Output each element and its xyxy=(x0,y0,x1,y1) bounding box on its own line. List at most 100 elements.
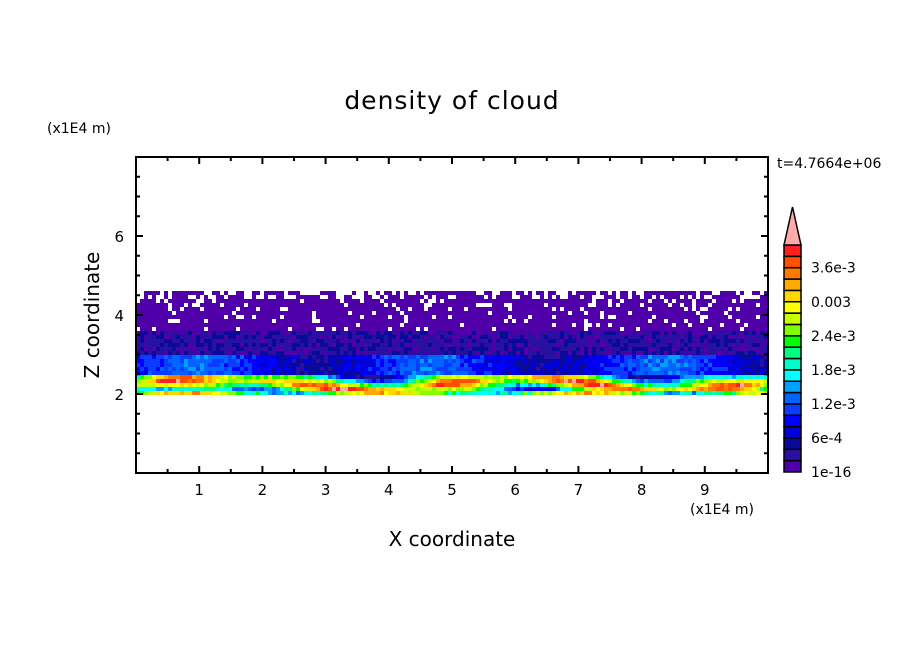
field-cell xyxy=(604,319,608,323)
field-cell xyxy=(524,363,528,367)
field-cell xyxy=(368,335,372,339)
field-cell xyxy=(656,307,660,311)
field-cell xyxy=(288,303,292,307)
field-cell xyxy=(388,367,392,371)
field-cell xyxy=(612,331,616,335)
field-cell xyxy=(372,367,376,371)
field-cell xyxy=(512,307,516,311)
field-cell xyxy=(572,387,576,391)
field-cell xyxy=(700,299,704,303)
field-cell xyxy=(256,379,260,383)
field-cell xyxy=(200,391,204,395)
field-cell xyxy=(632,367,636,371)
field-cell xyxy=(556,359,560,363)
field-cell xyxy=(484,335,488,339)
field-cell xyxy=(224,371,228,375)
field-cell xyxy=(136,311,140,315)
field-cell xyxy=(612,343,616,347)
field-cell xyxy=(156,379,160,383)
field-cell xyxy=(392,299,396,303)
field-cell xyxy=(644,319,648,323)
field-cell xyxy=(384,291,388,295)
field-cell xyxy=(208,363,212,367)
field-cell xyxy=(312,327,316,331)
field-cell xyxy=(564,351,568,355)
field-cell xyxy=(572,367,576,371)
field-cell xyxy=(244,327,248,331)
field-cell xyxy=(752,331,756,335)
field-cell xyxy=(676,347,680,351)
field-cell xyxy=(232,367,236,371)
field-cell xyxy=(660,319,664,323)
field-cell xyxy=(264,299,268,303)
field-cell xyxy=(364,339,368,343)
field-cell xyxy=(204,387,208,391)
field-cell xyxy=(492,371,496,375)
field-cell xyxy=(292,335,296,339)
field-cell xyxy=(640,375,644,379)
field-cell xyxy=(548,343,552,347)
field-cell xyxy=(144,363,148,367)
field-cell xyxy=(256,363,260,367)
field-cell xyxy=(528,327,532,331)
field-cell xyxy=(688,387,692,391)
field-cell xyxy=(380,379,384,383)
field-cell xyxy=(512,323,516,327)
field-cell xyxy=(356,331,360,335)
field-cell xyxy=(148,299,152,303)
field-cell xyxy=(160,347,164,351)
field-cell xyxy=(640,391,644,395)
field-cell xyxy=(252,375,256,379)
field-cell xyxy=(424,371,428,375)
field-cell xyxy=(596,351,600,355)
field-cell xyxy=(144,347,148,351)
field-cell xyxy=(196,391,200,395)
field-cell xyxy=(436,375,440,379)
field-cell xyxy=(708,355,712,359)
field-cell xyxy=(468,291,472,295)
field-cell xyxy=(456,387,460,391)
field-cell xyxy=(680,291,684,295)
field-cell xyxy=(252,295,256,299)
field-cell xyxy=(240,379,244,383)
field-cell xyxy=(180,355,184,359)
field-cell xyxy=(516,355,520,359)
field-cell xyxy=(468,315,472,319)
field-cell xyxy=(300,335,304,339)
field-cell xyxy=(404,359,408,363)
field-cell xyxy=(740,315,744,319)
field-cell xyxy=(616,371,620,375)
field-cell xyxy=(384,331,388,335)
field-cell xyxy=(300,315,304,319)
field-cell xyxy=(672,343,676,347)
field-cell xyxy=(172,375,176,379)
field-cell xyxy=(408,323,412,327)
field-cell xyxy=(244,367,248,371)
field-cell xyxy=(220,379,224,383)
field-cell xyxy=(760,295,764,299)
field-cell xyxy=(252,299,256,303)
field-cell xyxy=(304,359,308,363)
field-cell xyxy=(532,371,536,375)
field-cell xyxy=(500,387,504,391)
field-cell xyxy=(648,391,652,395)
field-cell xyxy=(304,367,308,371)
field-cell xyxy=(372,327,376,331)
field-cell xyxy=(680,315,684,319)
field-cell xyxy=(456,347,460,351)
field-cell xyxy=(556,331,560,335)
field-cell xyxy=(556,379,560,383)
field-cell xyxy=(256,355,260,359)
field-cell xyxy=(632,335,636,339)
field-cell xyxy=(224,335,228,339)
field-cell xyxy=(520,311,524,315)
field-cell xyxy=(640,323,644,327)
field-cell xyxy=(432,359,436,363)
colorbar-box xyxy=(783,346,802,360)
field-cell xyxy=(200,367,204,371)
field-cell xyxy=(396,299,400,303)
field-cell xyxy=(696,375,700,379)
field-cell xyxy=(724,379,728,383)
field-cell xyxy=(596,299,600,303)
field-cell xyxy=(396,343,400,347)
